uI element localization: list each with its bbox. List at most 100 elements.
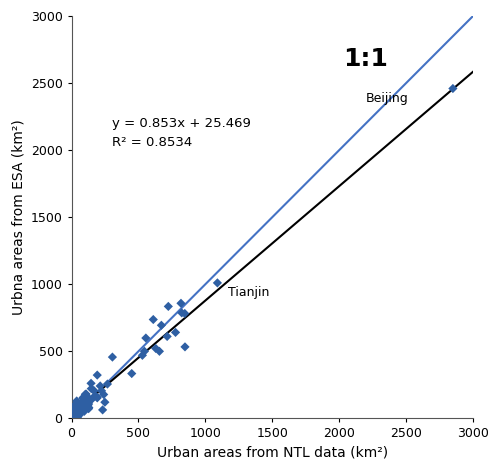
Point xyxy=(72,411,80,419)
Point xyxy=(75,405,83,413)
Point xyxy=(138,351,146,359)
Point xyxy=(74,407,82,415)
Point xyxy=(93,393,101,401)
Point xyxy=(94,394,102,402)
Point xyxy=(68,411,76,419)
Point xyxy=(70,409,78,416)
Point xyxy=(70,414,78,422)
Point xyxy=(181,343,189,350)
Point xyxy=(81,397,89,405)
Point xyxy=(128,370,136,377)
Point xyxy=(74,406,82,414)
Point xyxy=(70,413,78,421)
Point xyxy=(76,408,84,416)
Point xyxy=(214,279,222,287)
Point xyxy=(140,348,148,355)
Point xyxy=(178,309,186,317)
Point xyxy=(74,414,82,422)
Point xyxy=(72,406,80,413)
Point xyxy=(108,353,116,361)
Point xyxy=(68,414,76,422)
Point xyxy=(68,410,76,417)
Point xyxy=(70,411,78,419)
Point xyxy=(69,411,77,419)
Point xyxy=(74,402,82,409)
Point xyxy=(85,397,93,404)
Point xyxy=(80,394,88,402)
Point xyxy=(81,397,89,404)
Point xyxy=(72,397,80,405)
Point xyxy=(74,404,82,412)
Point xyxy=(150,316,158,323)
Point xyxy=(79,394,87,401)
Point xyxy=(84,393,92,401)
Point xyxy=(74,414,82,422)
Point xyxy=(72,410,80,417)
Point xyxy=(84,405,92,413)
Point xyxy=(72,414,80,421)
Point xyxy=(74,401,82,409)
Point xyxy=(80,405,88,413)
Point xyxy=(177,300,185,307)
Point xyxy=(74,409,82,416)
Point xyxy=(76,406,84,414)
Point xyxy=(71,413,79,421)
Point xyxy=(74,402,82,410)
Point xyxy=(70,412,78,420)
Text: 1:1: 1:1 xyxy=(344,47,388,71)
Point xyxy=(74,409,82,416)
Point xyxy=(76,403,84,411)
Point xyxy=(84,400,92,408)
Point xyxy=(84,396,92,404)
Point xyxy=(80,407,88,415)
Point xyxy=(72,407,80,414)
Point xyxy=(82,396,90,404)
Point xyxy=(91,392,99,399)
Point xyxy=(68,408,76,416)
Point xyxy=(68,408,76,415)
Point xyxy=(75,404,83,412)
Point xyxy=(76,407,84,414)
Point xyxy=(98,387,106,395)
Point xyxy=(68,408,76,415)
Point xyxy=(76,401,84,408)
Point xyxy=(172,329,179,336)
Point xyxy=(74,407,82,415)
Point xyxy=(87,380,95,387)
Point xyxy=(75,402,83,410)
Point xyxy=(70,408,78,415)
Point xyxy=(71,408,79,416)
Point xyxy=(163,333,171,340)
Point xyxy=(84,402,92,409)
Point xyxy=(88,396,96,403)
Point xyxy=(85,404,93,411)
Point xyxy=(72,406,80,413)
Point xyxy=(449,85,457,92)
Point xyxy=(78,401,86,409)
Point xyxy=(72,400,80,408)
Point xyxy=(82,390,90,398)
Point xyxy=(74,402,82,409)
Point xyxy=(74,403,82,410)
Point xyxy=(181,310,189,317)
Point xyxy=(77,405,85,412)
Point xyxy=(69,413,77,420)
Point xyxy=(68,411,76,419)
Point xyxy=(71,408,79,415)
Point xyxy=(104,380,112,388)
Point xyxy=(72,404,80,412)
Point xyxy=(80,404,88,412)
Point xyxy=(98,406,106,414)
Point xyxy=(158,322,166,329)
Point xyxy=(80,395,88,402)
Point xyxy=(156,348,164,355)
Text: y = 0.853x + 25.469
R² = 0.8534: y = 0.853x + 25.469 R² = 0.8534 xyxy=(112,117,250,149)
Point xyxy=(81,398,89,405)
Point xyxy=(83,401,91,408)
Point xyxy=(100,391,108,398)
Point xyxy=(82,397,90,405)
Point xyxy=(70,404,78,411)
Point xyxy=(96,382,104,390)
Text: Beijing: Beijing xyxy=(366,92,408,105)
Text: Tianjin: Tianjin xyxy=(228,286,270,299)
